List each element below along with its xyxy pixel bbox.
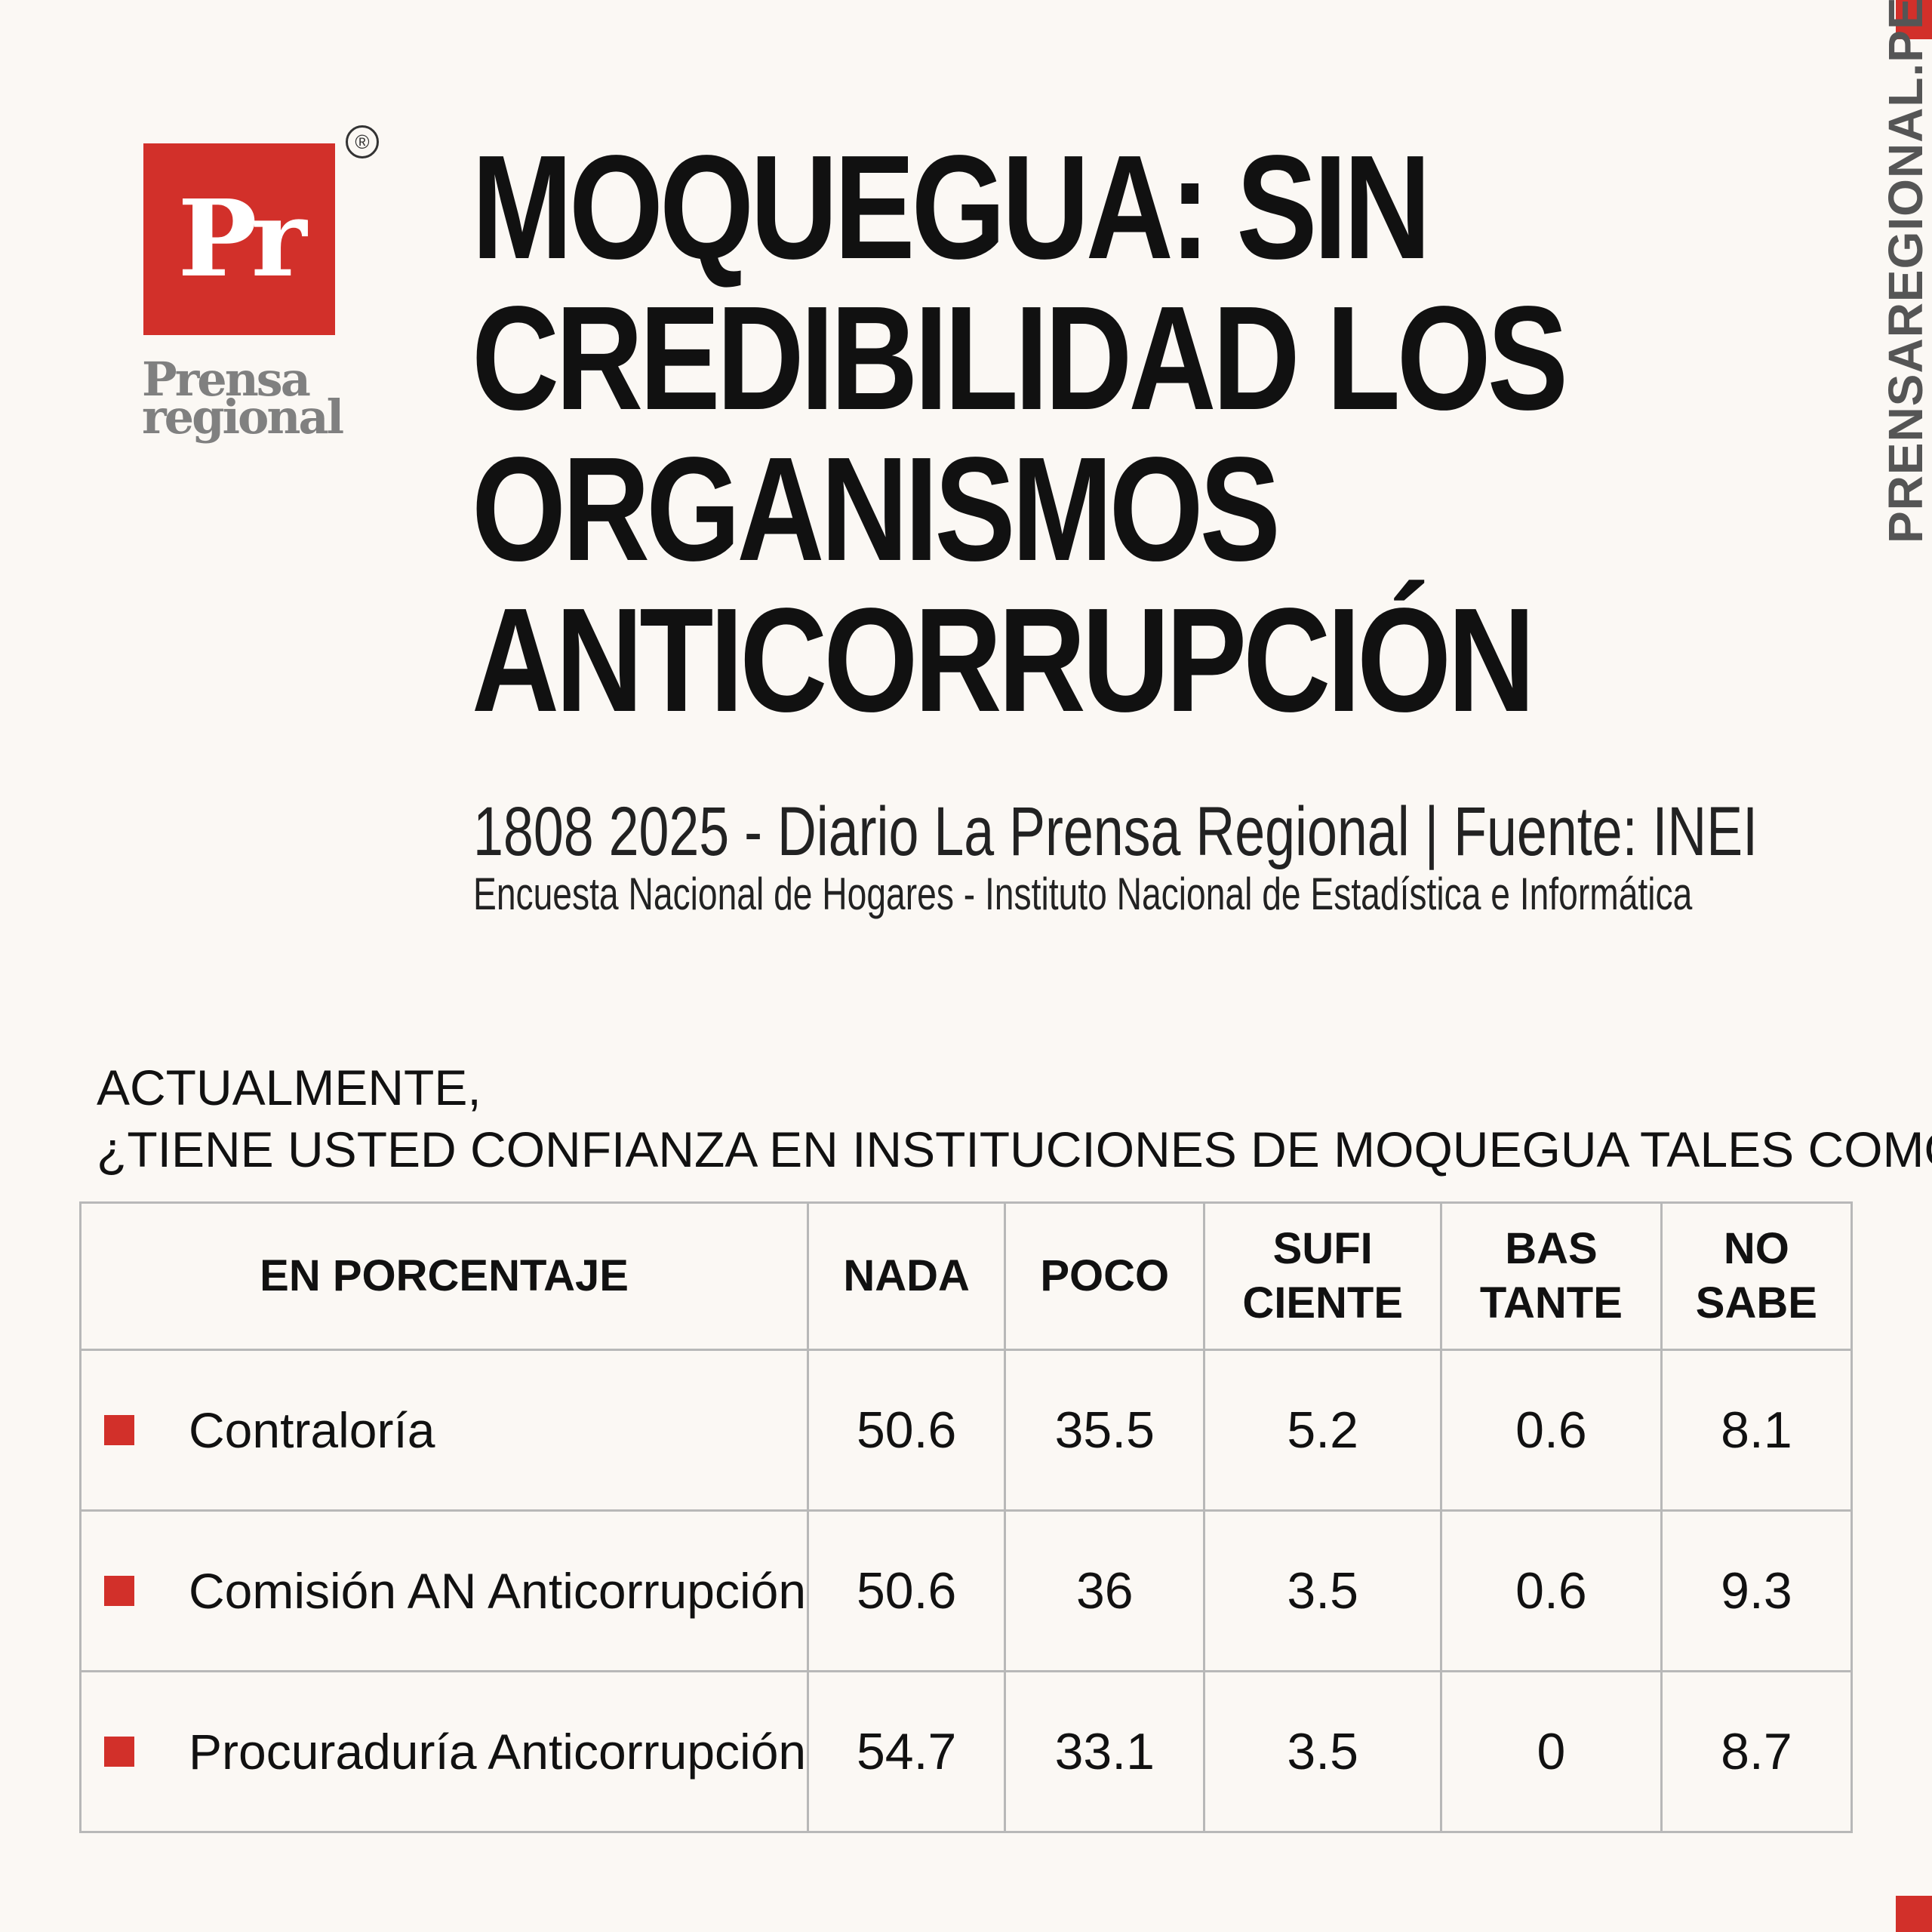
table-cell: 3.5 [1203,1509,1443,1672]
header-bastante: BAS TANTE [1440,1201,1663,1351]
table-row: Contraloría 50.6 35.5 5.2 0.6 8.1 [78,1349,1854,1512]
source-detail: Encuesta Nacional de Hogares - Instituto… [473,869,1693,919]
row-label: Procuraduría Anticorrupción [78,1670,810,1833]
corner-accent-top [1896,0,1932,39]
header-poco: POCO [1004,1201,1206,1351]
table-cell: 8.1 [1660,1349,1854,1512]
table-cell: 9.3 [1660,1509,1854,1672]
question-line2: ¿TIENE USTED CONFIANZA EN INSTITUCIONES … [97,1121,1932,1177]
table-header-row: EN PORCENTAJE NADA POCO SUFI CIENTE BAS TA… [78,1201,1854,1351]
logo-word-line1: Prensa [142,352,311,407]
subtitle: 1808 2025 - Diario La Prensa Regional | … [473,793,1758,870]
registered-mark: ® [346,125,379,158]
header-suficiente: SUFI CIENTE [1203,1201,1443,1351]
brand-logo: Pr [143,143,335,335]
table-cell: 50.6 [807,1349,1007,1512]
table-cell: 33.1 [1004,1670,1206,1833]
page-title: MOQUEGUA: SIN CREDIBILIDAD LOS ORGANISMO… [472,125,1568,743]
row-label: Comisión AN Anticorrupción [78,1509,810,1672]
corner-accent-bottom [1896,1896,1932,1932]
table-cell: 0.6 [1440,1349,1663,1512]
table-cell: 54.7 [807,1670,1007,1833]
bullet-square-icon [104,1575,134,1606]
row-label: Contraloría [78,1349,810,1512]
table-row: Comisión AN Anticorrupción 50.6 36 3.5 0… [78,1509,1854,1672]
header-no-sabe: NO SABE [1660,1201,1854,1351]
question-line1: ACTUALMENTE, [97,1060,481,1115]
table-cell: 5.2 [1203,1349,1443,1512]
bullet-square-icon [104,1414,134,1445]
table-cell: 0 [1440,1670,1663,1833]
confidence-table: EN PORCENTAJE NADA POCO SUFI CIENTE BAS TA… [78,1201,1854,1833]
logo-wordmark: Prensa regional [142,352,344,445]
table-cell: 35.5 [1004,1349,1206,1512]
survey-question: ACTUALMENTE, ¿TIENE USTED CONFIANZA EN I… [97,1057,1932,1180]
header-unit: EN PORCENTAJE [78,1201,810,1351]
table-cell: 50.6 [807,1509,1007,1672]
table-row: Procuraduría Anticorrupción 54.7 33.1 3.… [78,1670,1854,1833]
logo-word-line2: regional [142,389,344,445]
table-cell: 3.5 [1203,1670,1443,1833]
table-cell: 8.7 [1660,1670,1854,1833]
logo-mark: Pr [177,177,306,301]
header-nada: NADA [807,1201,1007,1351]
table-cell: 0.6 [1440,1509,1663,1672]
site-url: PRENSAREGIONAL.PE [1878,0,1932,543]
table-cell: 36 [1004,1509,1206,1672]
bullet-square-icon [104,1736,134,1767]
